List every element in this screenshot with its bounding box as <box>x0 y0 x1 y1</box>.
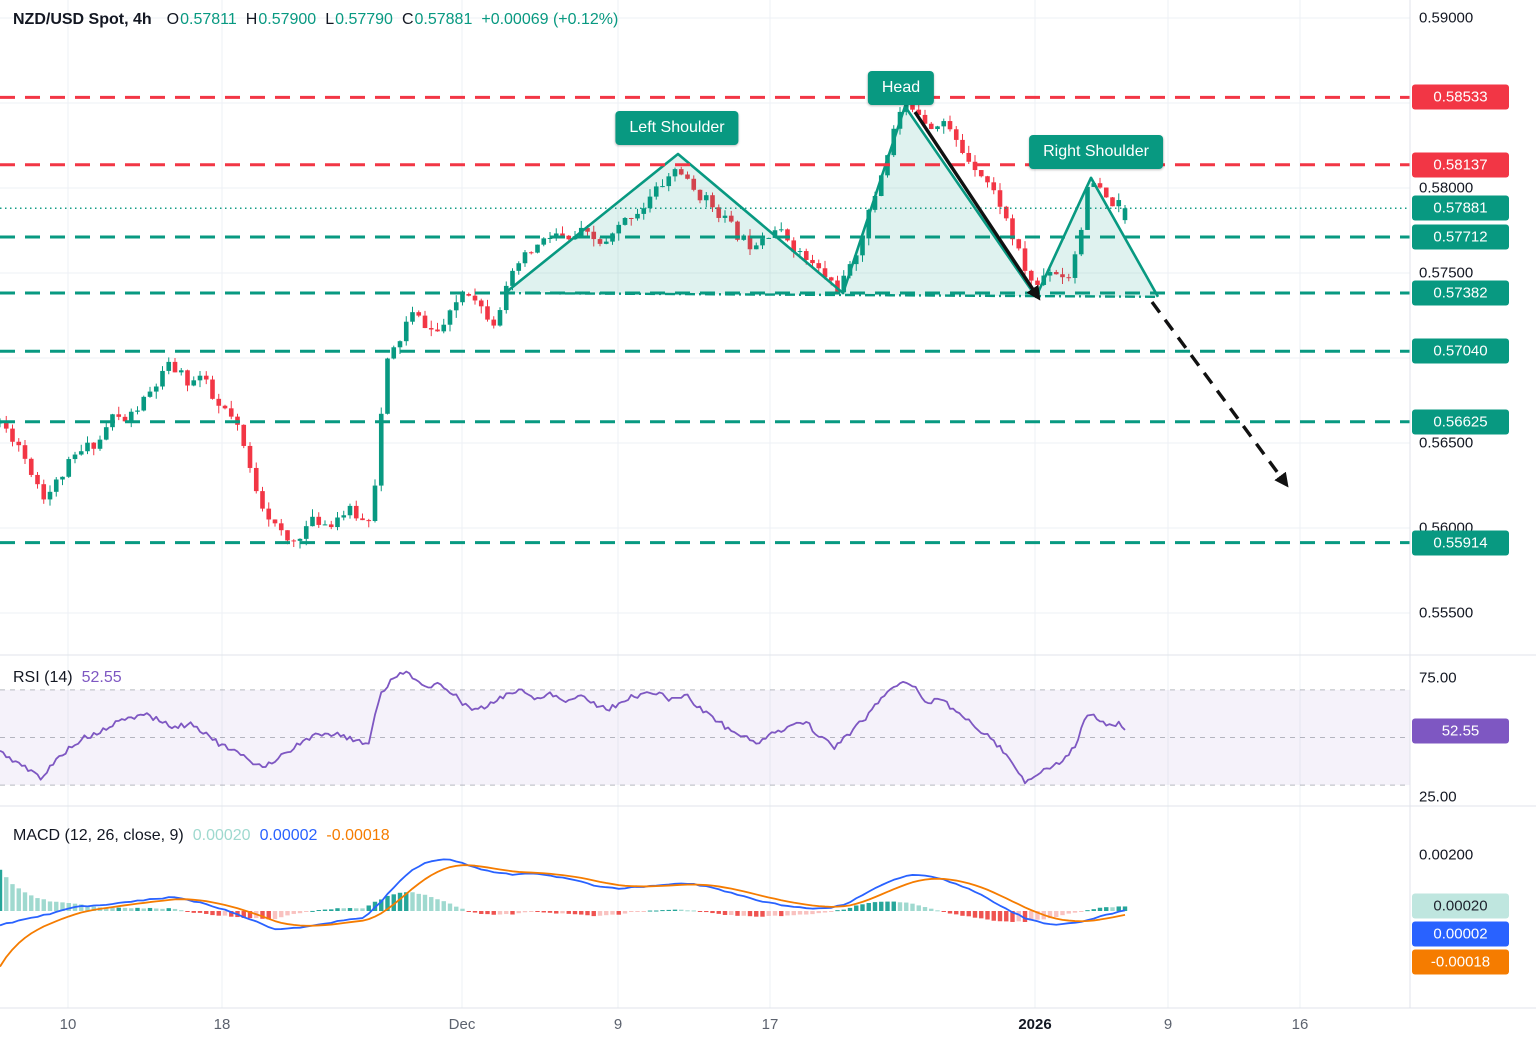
panel-separators <box>0 0 1536 1009</box>
candlestick-series[interactable] <box>0 93 1128 549</box>
rsi-band <box>0 689 1410 786</box>
projection-arrows[interactable] <box>913 111 1289 488</box>
gridlines <box>0 0 1410 1008</box>
head-and-shoulders-pattern[interactable] <box>504 105 1160 299</box>
macd-series[interactable] <box>0 858 1128 968</box>
rsi-line[interactable] <box>0 670 1126 785</box>
support-resistance-levels[interactable] <box>0 95 1410 545</box>
